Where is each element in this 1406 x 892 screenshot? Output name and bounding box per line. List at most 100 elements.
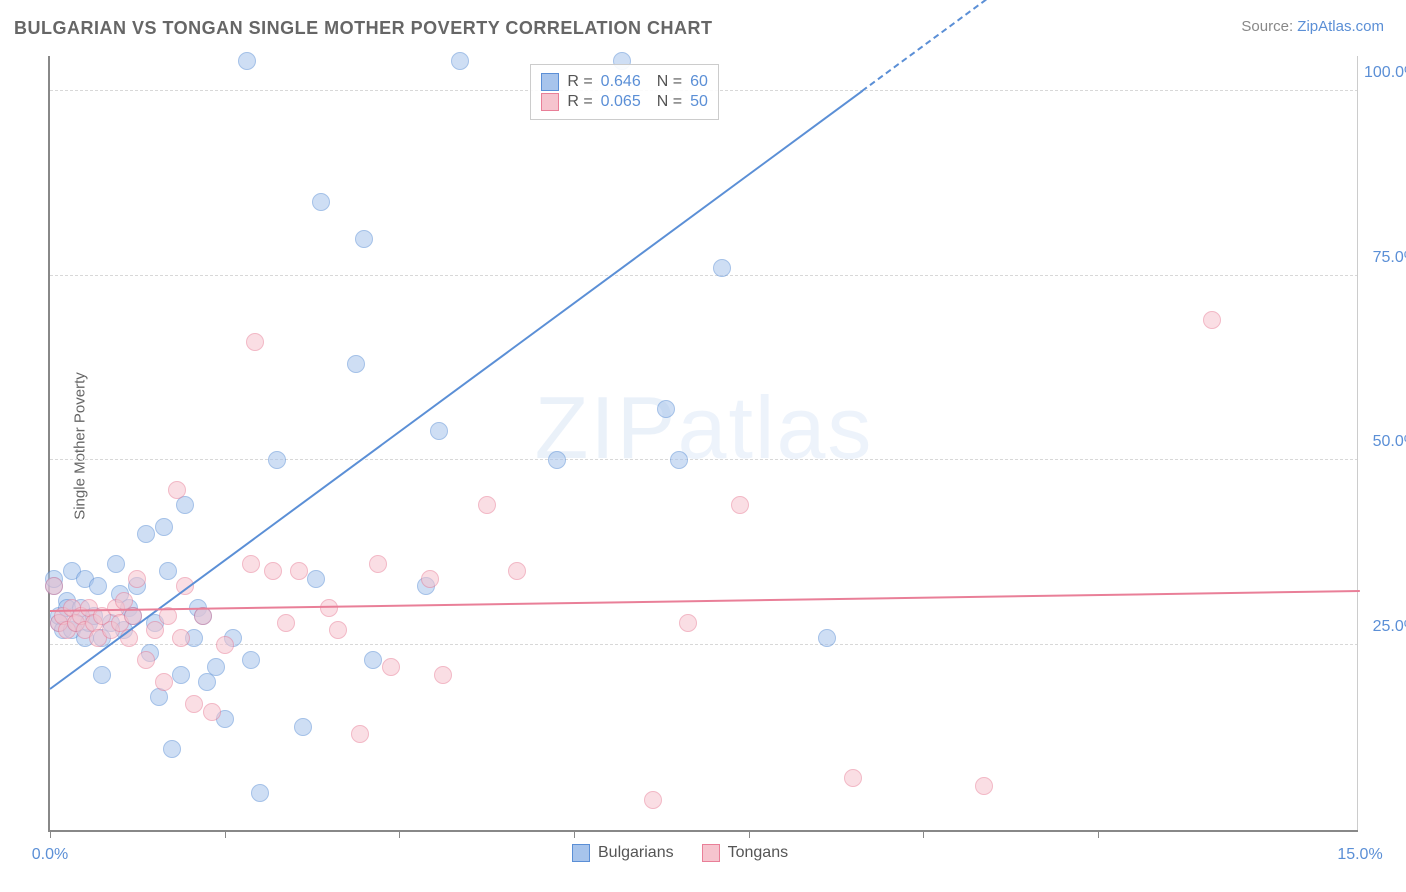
data-point	[451, 52, 469, 70]
gridline-h	[50, 644, 1358, 645]
data-point	[155, 518, 173, 536]
legend-r-value: 0.065	[601, 93, 641, 111]
gridline-h	[50, 275, 1358, 276]
data-point	[307, 570, 325, 588]
x-tick-mark	[574, 830, 575, 838]
plot-area: ZIPatlas 25.0%50.0%75.0%100.0%0.0%15.0%R…	[48, 56, 1358, 832]
data-point	[478, 496, 496, 514]
data-point	[347, 355, 365, 373]
legend-swatch	[541, 93, 559, 111]
data-point	[172, 629, 190, 647]
data-point	[355, 230, 373, 248]
data-point	[679, 614, 697, 632]
x-tick-mark	[50, 830, 51, 838]
watermark: ZIPatlas	[535, 377, 874, 479]
data-point	[844, 769, 862, 787]
data-point	[508, 562, 526, 580]
legend-stats-row: R = 0.646 N = 60	[541, 73, 708, 91]
y-tick-label: 50.0%	[1364, 433, 1406, 451]
legend-label: Bulgarians	[598, 844, 674, 862]
data-point	[264, 562, 282, 580]
legend-r-label: R =	[567, 73, 592, 91]
x-tick-label-right: 15.0%	[1337, 846, 1382, 864]
data-point	[128, 570, 146, 588]
legend-stats-row: R = 0.065 N = 50	[541, 93, 708, 111]
data-point	[657, 400, 675, 418]
x-tick-mark	[923, 830, 924, 838]
data-point	[185, 695, 203, 713]
data-point	[146, 621, 164, 639]
watermark-thin: atlas	[678, 378, 874, 477]
data-point	[731, 496, 749, 514]
source-value: ZipAtlas.com	[1297, 18, 1384, 35]
data-point	[329, 621, 347, 639]
data-point	[1203, 311, 1221, 329]
data-point	[137, 525, 155, 543]
data-point	[89, 577, 107, 595]
data-point	[238, 52, 256, 70]
x-tick-mark	[1098, 830, 1099, 838]
legend-item: Bulgarians	[572, 844, 674, 862]
y-tick-label: 100.0%	[1364, 64, 1406, 82]
data-point	[382, 658, 400, 676]
data-point	[216, 636, 234, 654]
legend-swatch	[541, 73, 559, 91]
chart-title: BULGARIAN VS TONGAN SINGLE MOTHER POVERT…	[14, 18, 713, 39]
data-point	[107, 555, 125, 573]
data-point	[369, 555, 387, 573]
y-tick-label: 75.0%	[1364, 249, 1406, 267]
data-point	[294, 718, 312, 736]
legend-n-value: 60	[690, 73, 708, 91]
data-point	[277, 614, 295, 632]
data-point	[168, 481, 186, 499]
data-point	[421, 570, 439, 588]
x-tick-mark	[225, 830, 226, 838]
legend-r-label: R =	[567, 93, 592, 111]
legend-swatch	[572, 844, 590, 862]
y-tick-label: 25.0%	[1364, 618, 1406, 636]
legend-label: Tongans	[728, 844, 789, 862]
data-point	[320, 599, 338, 617]
data-point	[242, 651, 260, 669]
trend-line	[50, 590, 1360, 612]
chart-container: BULGARIAN VS TONGAN SINGLE MOTHER POVERT…	[0, 0, 1406, 892]
data-point	[713, 259, 731, 277]
data-point	[268, 451, 286, 469]
data-point	[644, 791, 662, 809]
data-point	[290, 562, 308, 580]
plot-right-border	[1357, 56, 1358, 830]
trend-line-dashed	[862, 0, 1012, 91]
x-tick-mark	[399, 830, 400, 838]
data-point	[670, 451, 688, 469]
data-point	[975, 777, 993, 795]
data-point	[93, 666, 111, 684]
data-point	[155, 673, 173, 691]
data-point	[203, 703, 221, 721]
data-point	[163, 740, 181, 758]
legend-n-value: 50	[690, 93, 708, 111]
data-point	[159, 562, 177, 580]
data-point	[172, 666, 190, 684]
legend-item: Tongans	[702, 844, 789, 862]
legend-swatch	[702, 844, 720, 862]
data-point	[434, 666, 452, 684]
source-label: Source:	[1241, 18, 1293, 35]
data-point	[548, 451, 566, 469]
data-point	[818, 629, 836, 647]
data-point	[430, 422, 448, 440]
data-point	[351, 725, 369, 743]
legend-n-label: N =	[657, 73, 682, 91]
data-point	[137, 651, 155, 669]
data-point	[45, 577, 63, 595]
legend-bottom: Bulgarians Tongans	[572, 844, 788, 862]
data-point	[251, 784, 269, 802]
legend-stats-box: R = 0.646 N = 60 R = 0.065 N = 50	[530, 64, 719, 120]
data-point	[312, 193, 330, 211]
data-point	[207, 658, 225, 676]
data-point	[246, 333, 264, 351]
legend-r-value: 0.646	[601, 73, 641, 91]
x-tick-mark	[749, 830, 750, 838]
gridline-h	[50, 459, 1358, 460]
data-point	[242, 555, 260, 573]
legend-n-label: N =	[657, 93, 682, 111]
